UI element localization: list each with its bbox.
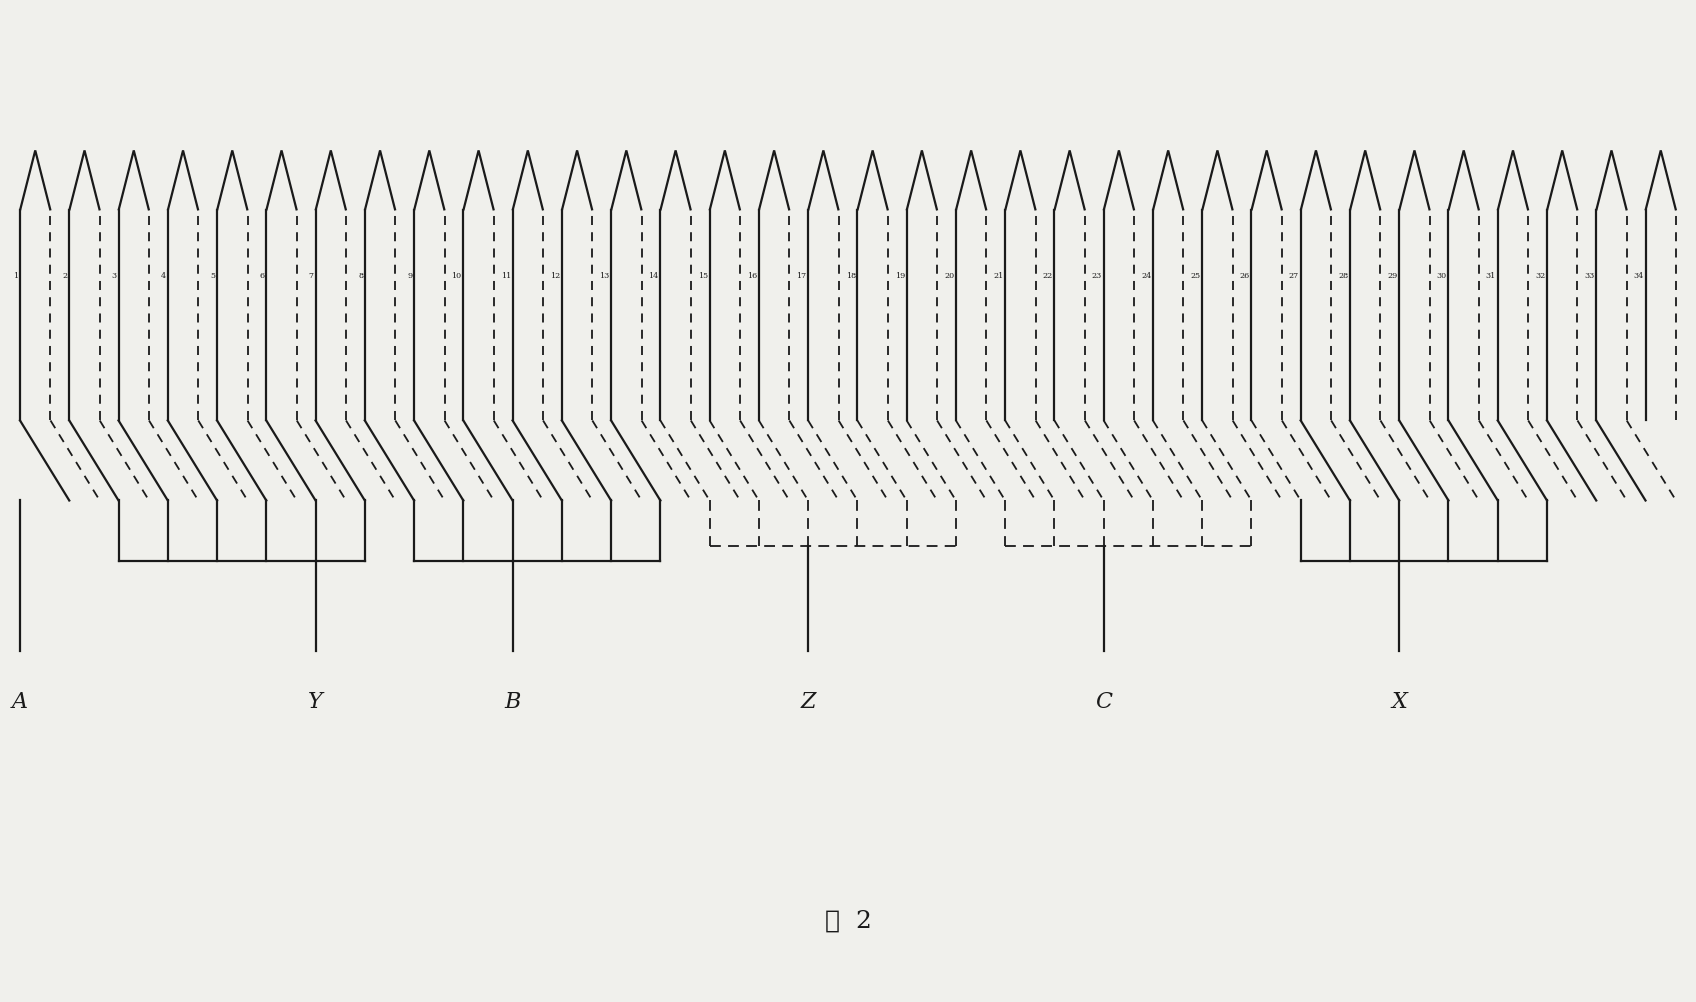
Text: 5: 5	[210, 273, 215, 281]
Text: 33: 33	[1584, 273, 1594, 281]
Text: 17: 17	[797, 273, 806, 281]
Text: 4: 4	[161, 273, 166, 281]
Text: 19: 19	[895, 273, 906, 281]
Text: 23: 23	[1092, 273, 1102, 281]
Text: 30: 30	[1437, 273, 1447, 281]
Text: 6: 6	[259, 273, 265, 281]
Text: 14: 14	[648, 273, 658, 281]
Text: Z: Z	[801, 689, 816, 711]
Text: 20: 20	[945, 273, 955, 281]
Text: 13: 13	[599, 273, 609, 281]
Text: B: B	[504, 689, 521, 711]
Text: 11: 11	[500, 273, 510, 281]
Text: X: X	[1391, 689, 1408, 711]
Text: 1: 1	[14, 273, 19, 281]
Text: 16: 16	[746, 273, 756, 281]
Text: 24: 24	[1141, 273, 1152, 281]
Text: 27: 27	[1289, 273, 1299, 281]
Text: 3: 3	[112, 273, 117, 281]
Text: 8: 8	[358, 273, 363, 281]
Text: A: A	[12, 689, 29, 711]
Text: 26: 26	[1240, 273, 1250, 281]
Text: 15: 15	[697, 273, 707, 281]
Text: 图  2: 图 2	[824, 909, 872, 932]
Text: 7: 7	[309, 273, 314, 281]
Text: 9: 9	[407, 273, 412, 281]
Text: 32: 32	[1535, 273, 1545, 281]
Text: 12: 12	[550, 273, 560, 281]
Text: 21: 21	[994, 273, 1004, 281]
Text: 10: 10	[451, 273, 461, 281]
Text: 29: 29	[1387, 273, 1398, 281]
Text: 18: 18	[846, 273, 856, 281]
Text: 34: 34	[1633, 273, 1643, 281]
Text: 31: 31	[1486, 273, 1496, 281]
Text: 22: 22	[1043, 273, 1053, 281]
Text: 28: 28	[1338, 273, 1348, 281]
Text: C: C	[1096, 689, 1113, 711]
Text: 2: 2	[63, 273, 68, 281]
Text: 25: 25	[1191, 273, 1201, 281]
Text: Y: Y	[309, 689, 322, 711]
